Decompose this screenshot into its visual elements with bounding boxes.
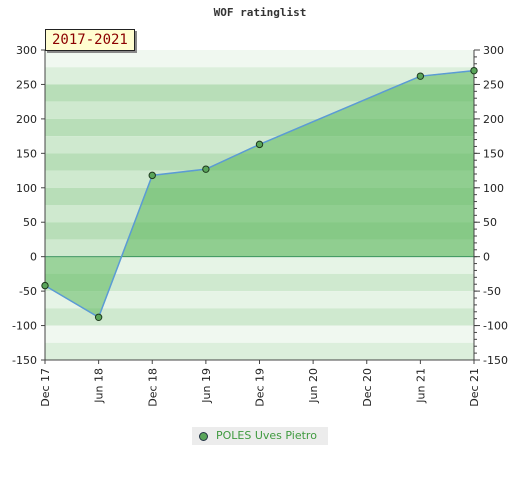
data-point xyxy=(202,165,210,173)
grid-band xyxy=(45,342,474,360)
x-tick-label: Jun 19 xyxy=(200,368,213,404)
data-point xyxy=(148,171,156,180)
y-tick-label-left: 100 xyxy=(16,182,37,195)
y-tick-label-right: -150 xyxy=(483,354,508,367)
grid-band xyxy=(45,325,474,343)
y-tick-label-right: 300 xyxy=(483,44,504,57)
grid-band xyxy=(45,84,474,102)
x-tick-label: Jun 21 xyxy=(414,368,427,404)
x-tick-label: Jun 20 xyxy=(307,368,320,404)
y-tick-label-left: 300 xyxy=(16,44,37,57)
y-tick-label-left: 0 xyxy=(30,251,37,264)
grid-band xyxy=(45,291,474,309)
data-point xyxy=(94,313,103,321)
period-badge: 2017-2021 xyxy=(45,29,135,51)
y-tick-label-right: 150 xyxy=(483,147,504,160)
y-tick-label-right: -100 xyxy=(483,320,508,333)
x-tick-label: Dec 21 xyxy=(468,368,481,407)
x-tick-label: Dec 19 xyxy=(254,368,267,407)
x-tick-label: Dec 18 xyxy=(146,368,159,407)
x-tick-label: Jun 18 xyxy=(93,368,106,404)
legend-marker-icon xyxy=(199,432,208,441)
x-tick-label: Dec 20 xyxy=(361,368,374,407)
y-tick-label-left: 50 xyxy=(23,216,37,229)
x-tick-label: Dec 17 xyxy=(39,368,52,407)
legend-series-label: POLES Uves Pietro xyxy=(216,429,317,442)
chart-title: WOF ratinglist xyxy=(213,6,307,19)
y-tick-label-left: -100 xyxy=(12,320,37,333)
y-tick-label-left: 150 xyxy=(16,147,37,160)
legend[interactable]: POLES Uves Pietro xyxy=(192,427,328,445)
grid-band xyxy=(45,273,474,292)
grid-band xyxy=(45,308,474,326)
y-tick-label-right: 100 xyxy=(483,182,504,195)
grid-band xyxy=(45,256,474,274)
data-point xyxy=(470,66,478,75)
grid-band xyxy=(45,67,474,85)
data-point xyxy=(41,281,49,290)
data-point xyxy=(416,72,425,80)
y-tick-label-right: 200 xyxy=(483,113,504,126)
y-tick-label-left: 200 xyxy=(16,113,37,126)
data-point xyxy=(255,140,264,149)
y-tick-label-right: 50 xyxy=(483,216,497,229)
y-tick-label-left: -150 xyxy=(12,354,37,367)
grid-band xyxy=(45,50,474,68)
y-tick-label-right: -50 xyxy=(483,285,501,298)
y-tick-label-right: 0 xyxy=(483,251,490,264)
y-tick-label-left: -50 xyxy=(19,285,37,298)
y-tick-label-left: 250 xyxy=(16,78,37,91)
y-tick-label-right: 250 xyxy=(483,78,504,91)
